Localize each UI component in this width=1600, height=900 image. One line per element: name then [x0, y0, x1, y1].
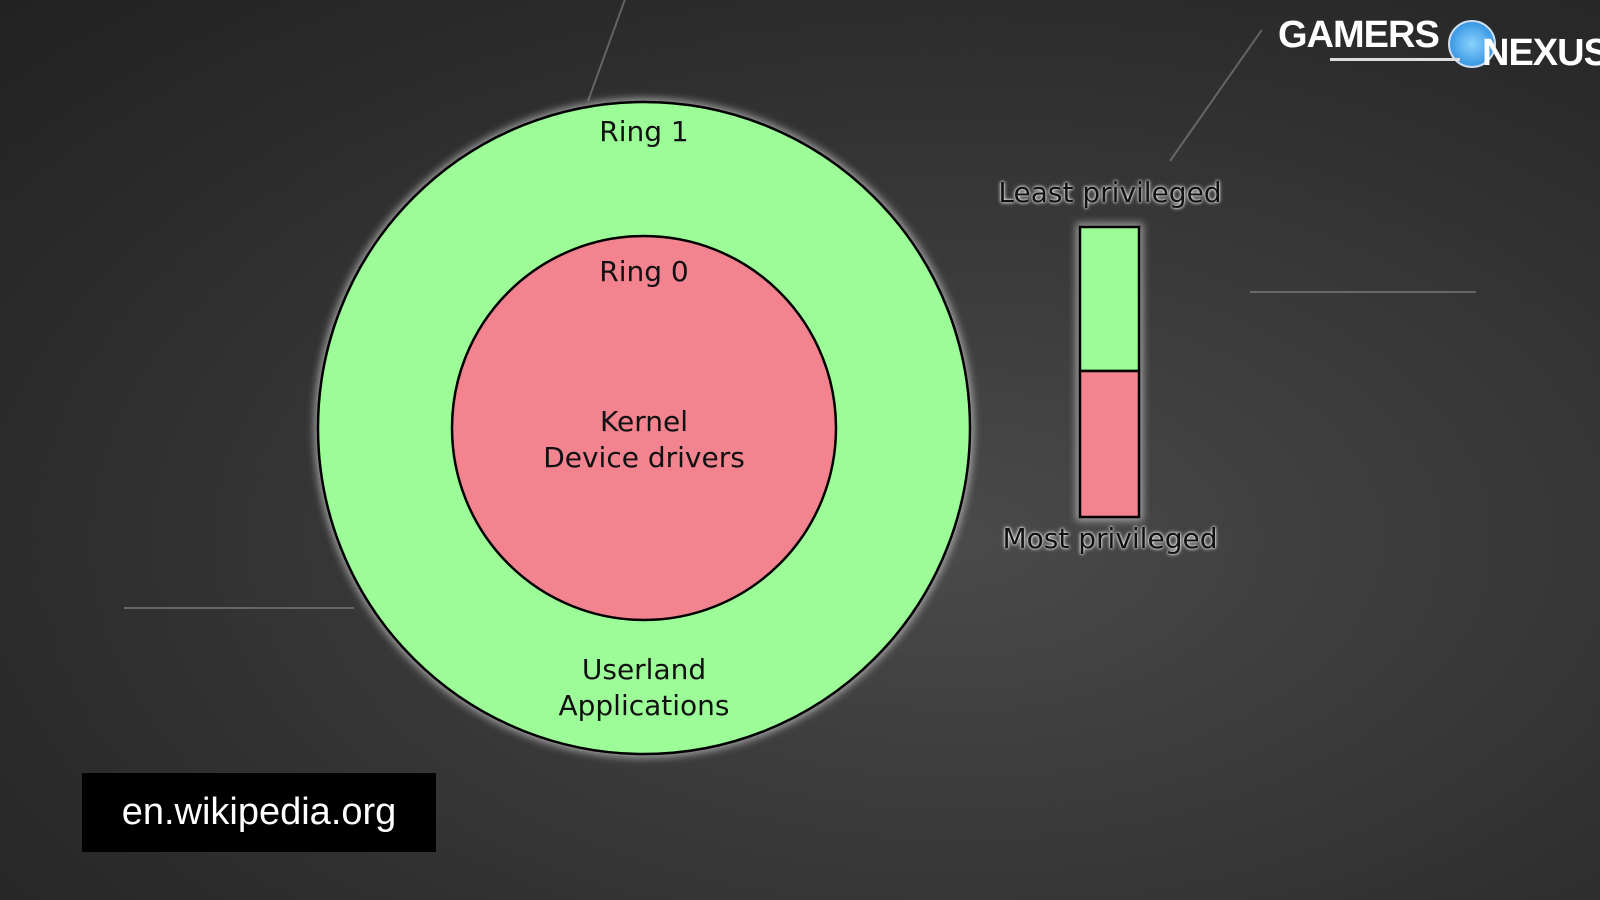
source-label: en.wikipedia.org — [82, 773, 436, 852]
kernel-text: Kernel — [600, 405, 688, 438]
gamers-nexus-logo: GAMERS NEXUS — [1278, 14, 1600, 74]
userland-text: Userland — [581, 653, 707, 686]
device-drivers-text: Device drivers — [543, 441, 745, 474]
ring-0-circle — [450, 234, 838, 622]
ring-1-label: Ring 1 — [599, 115, 689, 148]
most-privileged-label: Most privileged — [1002, 522, 1218, 555]
most-privileged-bar — [1078, 369, 1141, 519]
ring-0-label: Ring 0 — [599, 255, 689, 288]
least-privileged-label: Least privileged — [998, 176, 1222, 209]
least-privileged-bar — [1078, 225, 1141, 373]
applications-text: Applications — [558, 689, 730, 722]
